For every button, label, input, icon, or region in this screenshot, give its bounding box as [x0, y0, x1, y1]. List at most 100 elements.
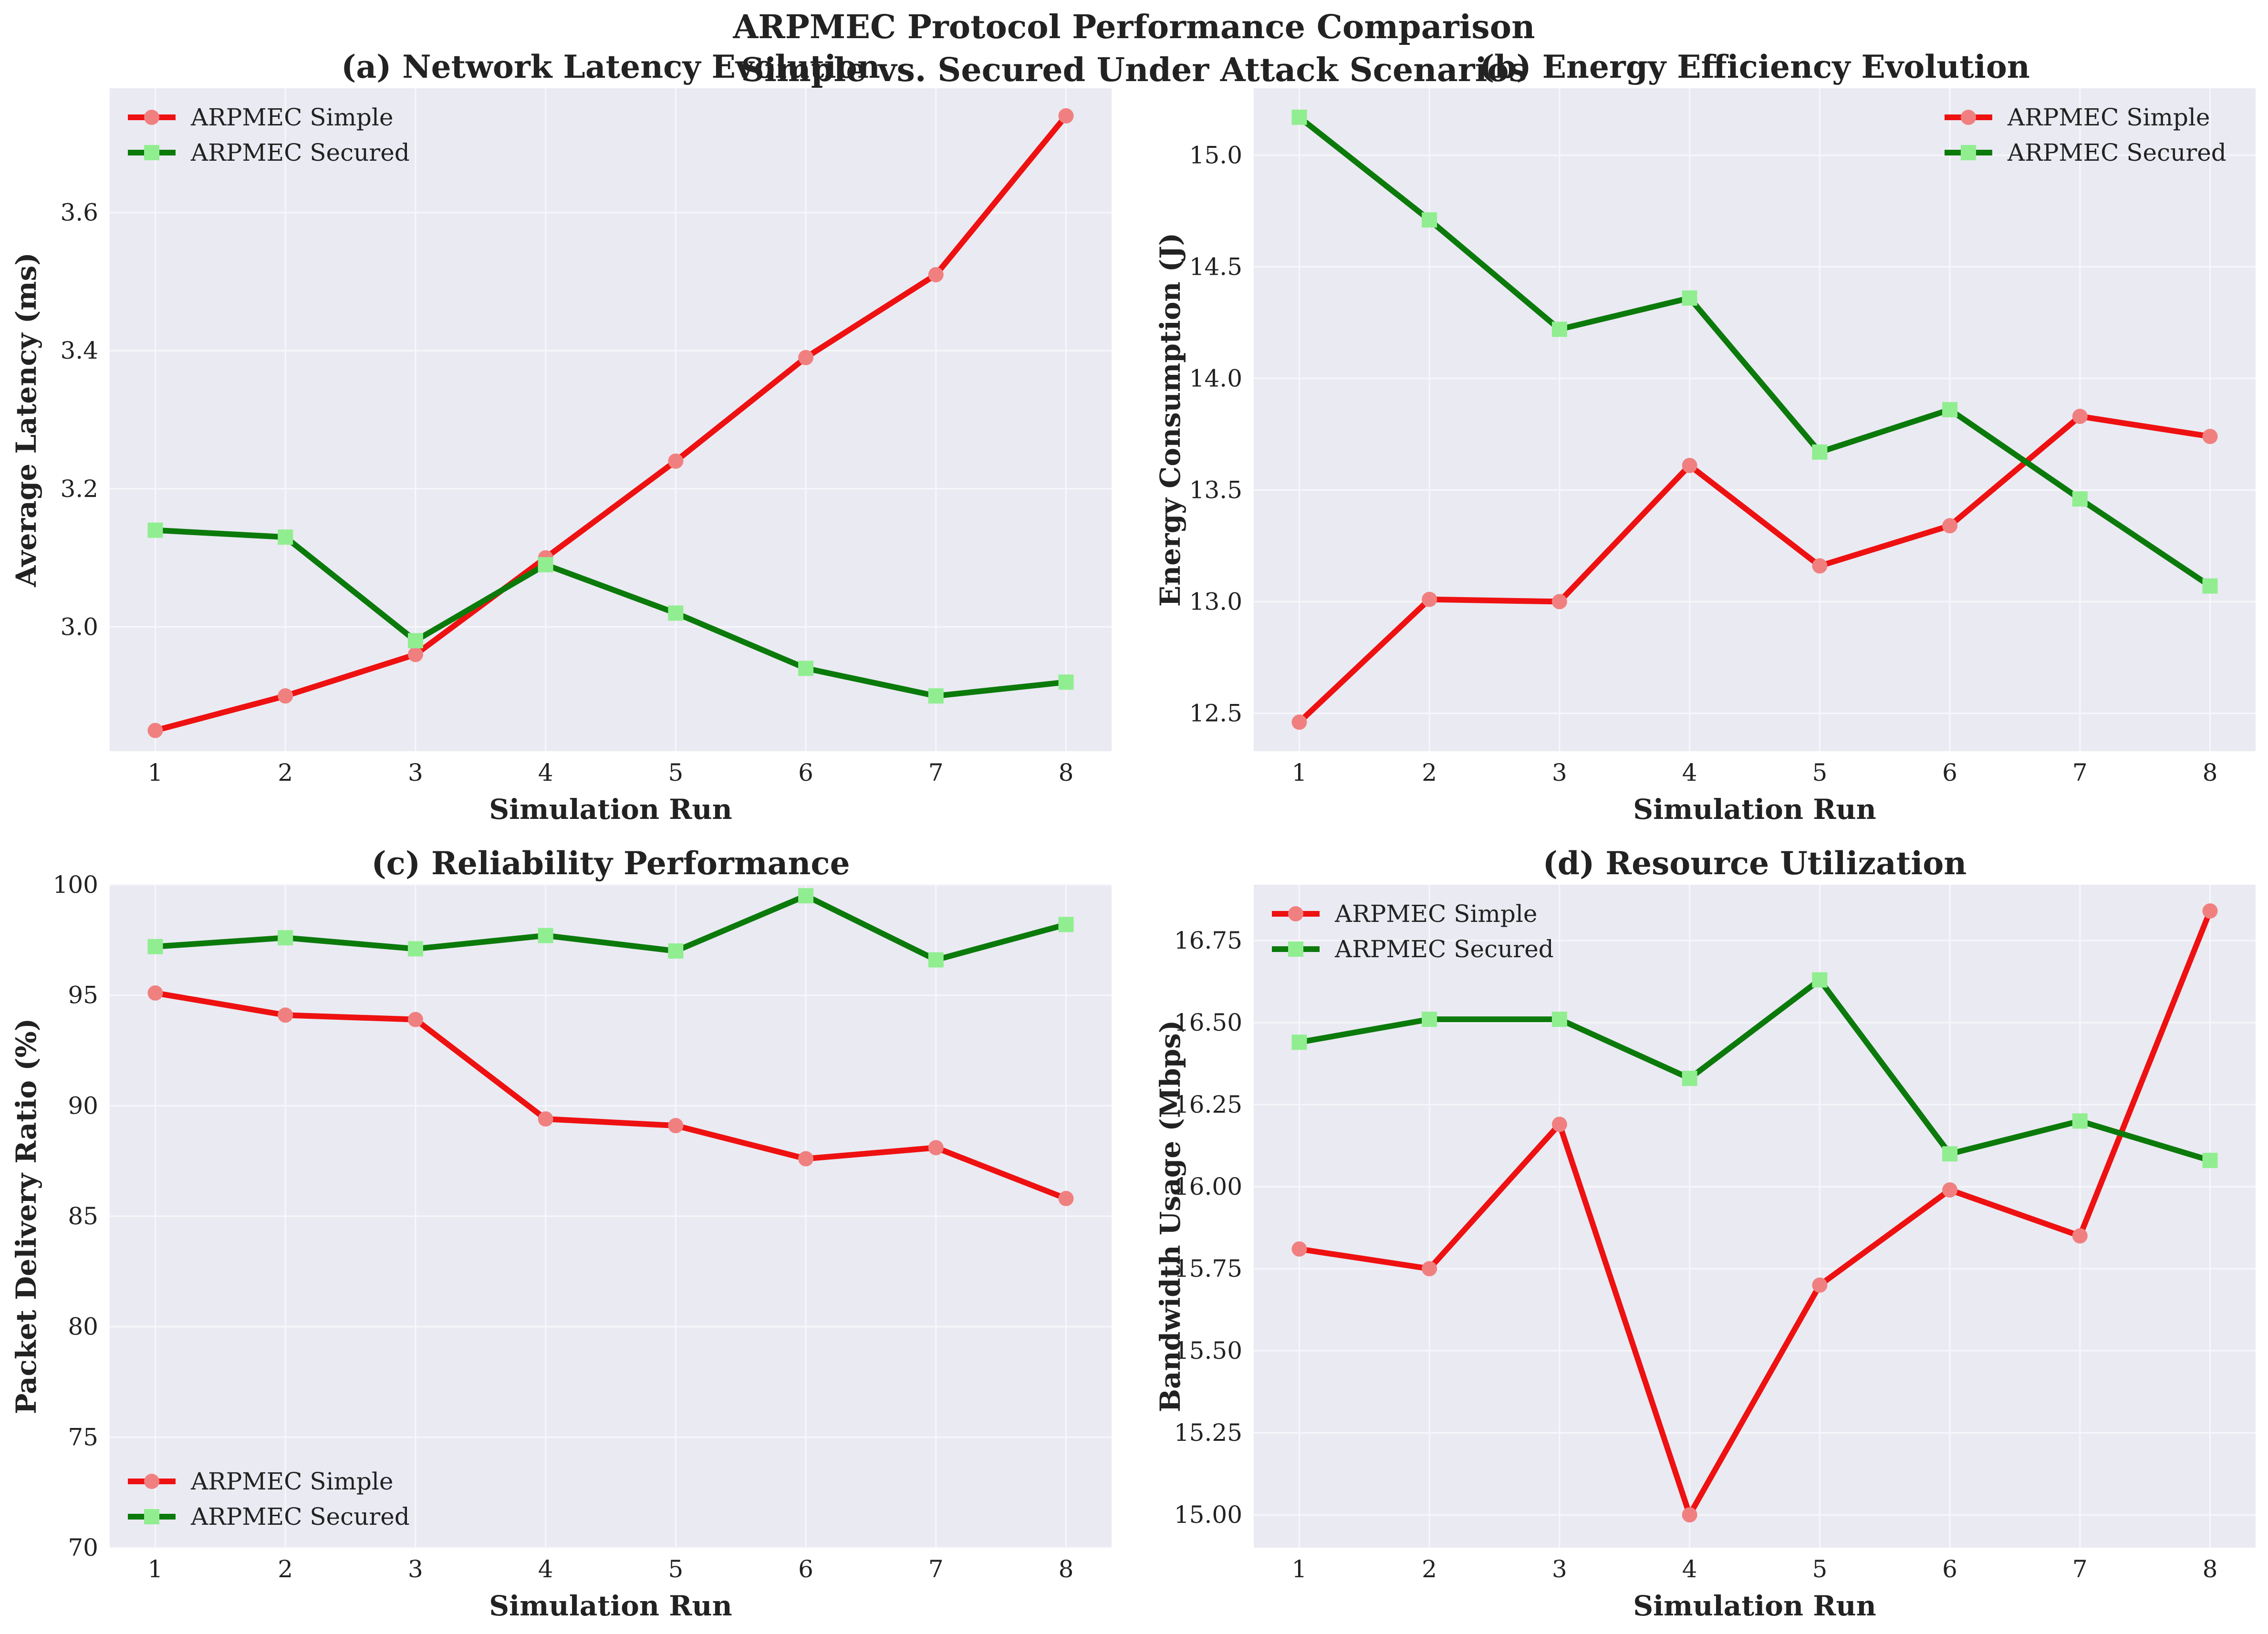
panel-d-plot-area	[1254, 885, 2256, 1548]
panel-d-series-simple-point	[1291, 1241, 1307, 1257]
panel-d-series-secured-point	[1682, 1070, 1697, 1086]
panel-a-y-axis-label: Average Latency (ms)	[10, 252, 42, 587]
panel-d-x-tick-label: 7	[2072, 1555, 2088, 1583]
panel-b-legend: ARPMEC Simple ARPMEC Secured	[1945, 103, 2226, 166]
panel-a-series-secured-point	[147, 522, 163, 538]
panel-b-x-tick-label: 6	[1942, 759, 1957, 786]
panel-a-legend-marker-secured	[144, 145, 159, 160]
panel-c-y-tick-label: 95	[68, 982, 98, 1009]
panel-d-series-simple-point	[1682, 1507, 1697, 1523]
panel-b-x-tick-label: 1	[1292, 759, 1307, 786]
panel-a-title: (a) Network Latency Evolution	[341, 48, 880, 85]
panel-a-y-tick-label: 3.0	[60, 613, 98, 641]
panel-c-y-tick-label: 70	[68, 1534, 98, 1562]
panel-c-y-tick-label: 85	[68, 1202, 98, 1230]
panel-a-x-tick-label: 6	[798, 759, 813, 786]
panel-a-series-simple-point	[278, 688, 293, 704]
panel-d: 1 2 3 4 5 6 7 8 15.00 15.25 15.50 15.75 16.00 16.25 16…	[1154, 845, 2256, 1622]
panel-c-y-tick-label: 75	[68, 1423, 98, 1451]
panel-a-series-secured-point	[407, 633, 423, 649]
panel-d-series-simple-point	[1812, 1277, 1828, 1293]
panel-c-series-simple-point	[1058, 1190, 1074, 1206]
panel-d-legend-label-simple: ARPMEC Simple	[1334, 900, 1538, 928]
panel-c-series-secured-point	[147, 939, 163, 954]
panel-b-series-simple-point	[1291, 714, 1307, 730]
panel-b-y-tick-label: 13.0	[1189, 588, 1242, 615]
panel-d-series-simple-point	[1422, 1261, 1437, 1277]
panel-c-x-tick-label: 3	[408, 1555, 423, 1583]
panel-a-series-simple-point	[798, 350, 814, 365]
panel-c-legend: ARPMEC Simple ARPMEC Secured	[128, 1468, 410, 1531]
panel-d-series-secured-line	[1296, 977, 2213, 1164]
panel-b-x-tick-label: 8	[2203, 759, 2218, 786]
panel-d-x-tick-label: 6	[1942, 1555, 1957, 1583]
panel-b-x-tick-label: 2	[1422, 759, 1437, 786]
panel-a-series-secured-point	[928, 688, 944, 704]
panel-b-legend-label-secured: ARPMEC Secured	[2007, 139, 2226, 166]
panel-d-series-simple-point	[1551, 1117, 1567, 1132]
panel-a-x-tick-label: 1	[148, 759, 163, 786]
panel-c-series-simple-point	[147, 985, 163, 1001]
panel-c-legend-label-simple: ARPMEC Simple	[190, 1468, 394, 1495]
panel-d-series-secured-point	[1551, 1012, 1567, 1027]
panel-a-series-secured-point	[798, 661, 814, 676]
panel-d-legend-marker-secured	[1288, 941, 1303, 957]
panel-d-series-secured-point	[1812, 972, 1828, 988]
panel-a-series-simple-point	[1058, 108, 1074, 124]
panel-c-series-simple-point	[668, 1118, 684, 1134]
panel-a-series-simple-point	[407, 647, 423, 662]
panel-a-x-tick-label: 8	[1059, 759, 1074, 786]
panel-d-series-simple-point	[2072, 1228, 2088, 1244]
panel-d-x-tick-label: 8	[2203, 1555, 2218, 1583]
panel-c-x-tick-label: 1	[148, 1555, 163, 1583]
panel-c-x-tick-label: 4	[538, 1555, 553, 1583]
panel-b-y-tick-label: 15.0	[1189, 141, 1242, 169]
panel-c-title: (c) Reliability Performance	[371, 845, 850, 882]
panel-a-series-secured-point	[668, 605, 684, 621]
panel-a-x-tick-label: 7	[928, 759, 944, 786]
panel-b-series-secured-line	[1296, 114, 2213, 589]
panel-c-y-tick-label: 100	[53, 871, 98, 899]
panel-b-series-simple-point	[2202, 429, 2218, 445]
panel-a-y-tick-label: 3.4	[60, 337, 98, 364]
panel-a-series-secured-point	[538, 557, 553, 573]
panel-d-series-secured-point	[1422, 1012, 1437, 1027]
panel-b-y-tick-label: 13.5	[1189, 476, 1242, 504]
panel-c-x-tick-label: 6	[798, 1555, 813, 1583]
panel-b-y-axis-label: Energy Consumption (J)	[1154, 233, 1186, 607]
panel-c-series-simple-point	[538, 1111, 553, 1127]
panel-c-series-secured-point	[798, 888, 814, 904]
panel-c-series-simple-point	[407, 1012, 423, 1027]
panel-c-series-secured-line	[152, 893, 1069, 963]
panel-b-series-simple-point	[1422, 591, 1437, 607]
panel-a-series-simple-line	[152, 113, 1069, 734]
panel-b-title: (b) Energy Efficiency Evolution	[1479, 48, 2030, 85]
panel-c-x-tick-label: 7	[928, 1555, 944, 1583]
panel-b-series-secured-point	[2202, 578, 2218, 594]
panel-a-y-tick-label: 3.2	[60, 475, 98, 503]
panel-d-series-simple-line	[1296, 908, 2213, 1518]
panel-b-series-simple-point	[2072, 408, 2088, 424]
panel-c-legend-label-secured: ARPMEC Secured	[190, 1503, 410, 1531]
panel-b-series-simple-point	[1812, 558, 1828, 574]
panel-d-series-secured-point	[2202, 1153, 2218, 1169]
panel-b-series-simple-point	[1682, 457, 1697, 473]
panel-a-legend-label-secured: ARPMEC Secured	[190, 139, 410, 166]
panel-b: 1 2 3 4 5 6 7 8 12.5 13.0 13.5 14.0 14.5 15.0 Simulati…	[1154, 48, 2256, 826]
panel-c-x-tick-label: 5	[668, 1555, 683, 1583]
panel-c-series-secured-point	[928, 952, 944, 968]
panel-d-series-secured-point	[1942, 1146, 1958, 1162]
panel-b-legend-label-simple: ARPMEC Simple	[2007, 103, 2210, 131]
panel-b-y-tick-label: 12.5	[1189, 699, 1242, 727]
panel-d-y-tick-label: 15.50	[1174, 1337, 1242, 1365]
panel-a-series-simple-point	[147, 723, 163, 738]
panel-d-x-tick-label: 4	[1682, 1555, 1697, 1583]
panel-d-x-axis-label: Simulation Run	[1633, 1590, 1876, 1622]
panel-d-x-tick-label: 2	[1422, 1555, 1437, 1583]
panel-c-series-simple-point	[798, 1151, 814, 1167]
panel-a-legend: ARPMEC Simple ARPMEC Secured	[128, 103, 410, 166]
panel-a-y-tick-label: 3.6	[60, 199, 98, 227]
panel-b-x-tick-label: 5	[1812, 759, 1827, 786]
panel-b-series-secured-point	[1551, 321, 1567, 337]
panel-b-series-secured-point	[1942, 402, 1958, 417]
